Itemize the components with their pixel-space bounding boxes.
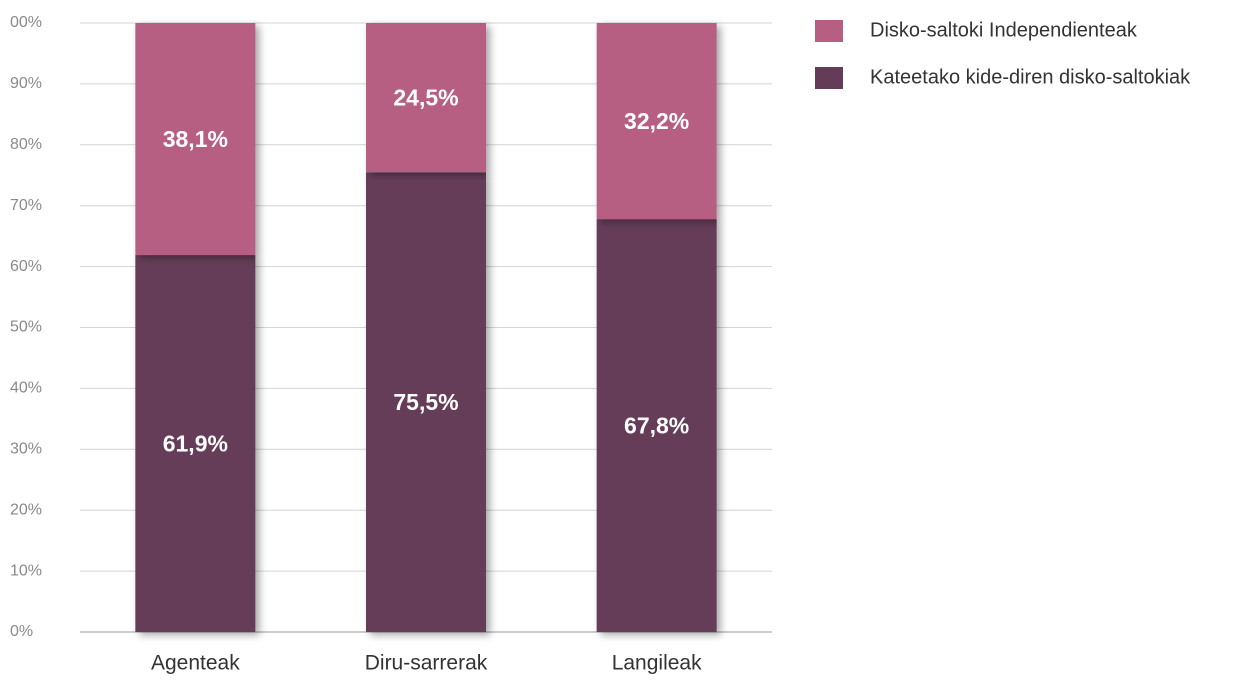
x-tick-label: Langileak: [612, 652, 702, 675]
y-tick-label: 00%: [10, 14, 42, 31]
value-label: 75,5%: [393, 389, 458, 415]
y-tick-label: 0%: [10, 623, 33, 640]
legend-swatch: [815, 20, 843, 42]
y-tick-label: 50%: [10, 319, 42, 336]
y-tick-label: 40%: [10, 380, 42, 397]
value-label: 61,9%: [163, 431, 228, 457]
y-tick-label: 70%: [10, 197, 42, 214]
y-tick-label: 30%: [10, 441, 42, 458]
y-tick-label: 10%: [10, 562, 42, 579]
bar-segment: [366, 172, 486, 632]
bar-segment: [135, 23, 256, 256]
value-label: 24,5%: [393, 85, 458, 111]
value-label: 67,8%: [624, 413, 689, 439]
legend-swatch: [815, 67, 843, 89]
x-tick-label: Diru-sarrerak: [365, 652, 488, 675]
legend-label: Kateetako kide-diren disko-saltokiak: [870, 66, 1191, 88]
bar-segment: [596, 23, 717, 220]
y-tick-label: 60%: [10, 258, 42, 275]
legend-label: Disko-saltoki Independienteak: [870, 19, 1138, 41]
bar-segment: [366, 23, 486, 173]
y-tick-label: 90%: [10, 75, 42, 92]
y-tick-label: 80%: [10, 136, 42, 153]
bar-segment: [596, 219, 717, 632]
bar-segment: [135, 255, 256, 633]
value-label: 38,1%: [163, 126, 228, 152]
x-tick-label: Agenteak: [151, 652, 240, 675]
value-label: 32,2%: [624, 108, 689, 134]
y-tick-label: 20%: [10, 501, 42, 518]
